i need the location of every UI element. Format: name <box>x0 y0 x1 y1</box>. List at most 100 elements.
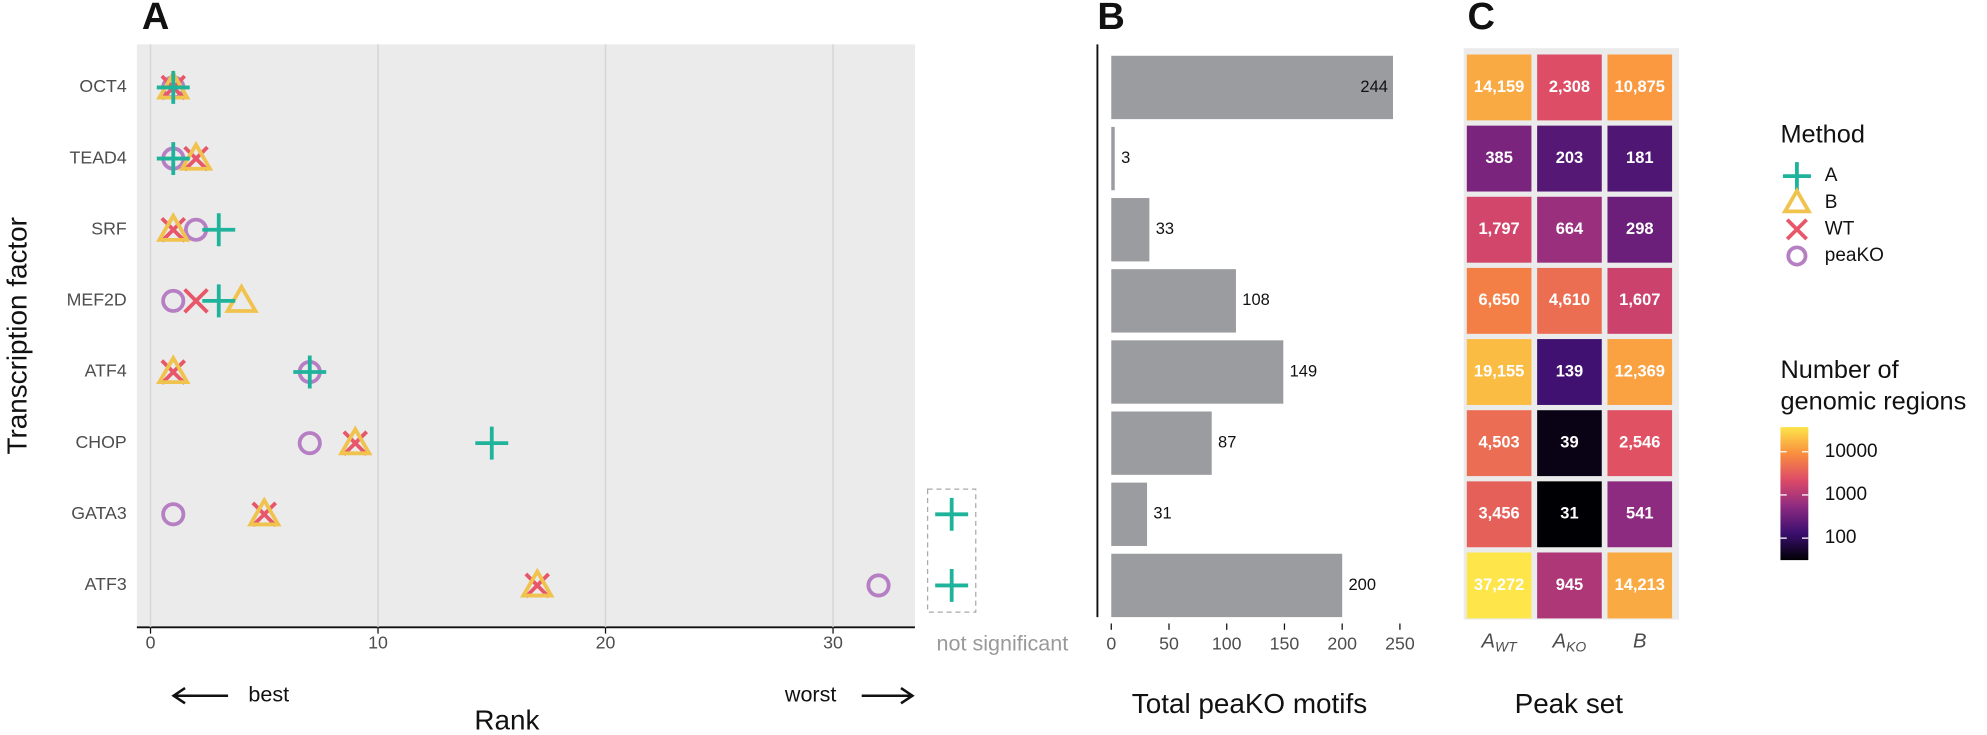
cell <box>1466 196 1532 263</box>
x-tick-label: 200 <box>1327 634 1357 654</box>
y-tick-label: ATF3 <box>85 574 127 594</box>
x-axis-title: Rank <box>474 705 539 735</box>
cell <box>1607 267 1673 334</box>
colorbar-tick-label: 10000 <box>1825 441 1878 462</box>
point <box>524 572 551 599</box>
value-label: 87 <box>1218 433 1236 451</box>
point <box>156 70 190 104</box>
value-label: 108 <box>1242 291 1269 309</box>
cell <box>1466 339 1532 405</box>
y-tick-label: OCT4 <box>79 76 126 96</box>
cell-label: 1,607 <box>1619 291 1660 309</box>
colorbar-tick-label: 1000 <box>1825 484 1867 505</box>
cell-label: 385 <box>1485 149 1512 167</box>
cell <box>1607 196 1673 263</box>
bar <box>1111 553 1343 618</box>
cell-label: 3,456 <box>1479 505 1520 523</box>
x-tick-label-sub: WT <box>1495 638 1518 654</box>
legend-label: B <box>1825 192 1838 213</box>
point <box>161 288 186 313</box>
point <box>342 430 369 456</box>
point <box>160 359 187 385</box>
cell-label: 39 <box>1560 433 1578 451</box>
cell-label: 6,650 <box>1479 291 1520 309</box>
cell <box>1537 410 1602 477</box>
colorbar-title: genomic regions <box>1780 388 1966 416</box>
cell-label: 12,369 <box>1615 362 1665 380</box>
y-tick-label: SRF <box>91 218 127 238</box>
cell <box>1607 410 1673 477</box>
value-label: 244 <box>1360 78 1387 96</box>
y-tick-label: MEF2D <box>67 290 127 310</box>
legend-symbol <box>1786 245 1808 267</box>
cell <box>1607 339 1673 405</box>
legend-symbol <box>1785 218 1808 241</box>
bar <box>1111 198 1150 262</box>
legend-label: A <box>1825 165 1838 186</box>
point <box>297 431 322 456</box>
best-label: best <box>248 682 289 706</box>
not-significant-label: not significant <box>937 632 1069 656</box>
value-label: 33 <box>1156 220 1174 238</box>
x-tick-label: 150 <box>1270 634 1300 654</box>
legend-title: Method <box>1780 120 1864 148</box>
cell <box>1607 552 1673 619</box>
cell-label: 203 <box>1556 149 1583 167</box>
bar <box>1111 411 1212 475</box>
cell-label: 2,308 <box>1549 78 1590 96</box>
colorbar <box>1780 427 1809 561</box>
cell <box>1466 54 1532 121</box>
not-significant-marker <box>935 568 969 602</box>
x-tick-label: AWT <box>1481 631 1519 654</box>
panel-label: B <box>1097 0 1124 38</box>
x-axis-title: Total peaKO motifs <box>1132 688 1367 719</box>
y-tick-label: GATA3 <box>71 503 127 523</box>
cell <box>1466 481 1532 548</box>
cell <box>1537 339 1602 405</box>
cell <box>1537 267 1602 334</box>
x-tick-label-main: A <box>1552 631 1567 653</box>
legend-label: WT <box>1825 218 1855 239</box>
cell-label: 19,155 <box>1474 362 1524 380</box>
cell-label: 14,159 <box>1474 78 1524 96</box>
x-tick-label: 100 <box>1212 634 1242 654</box>
x-tick-label: 50 <box>1159 634 1179 654</box>
cell <box>1537 125 1602 192</box>
cell-label: 298 <box>1626 220 1653 238</box>
y-tick-label: CHOP <box>75 432 126 452</box>
cell <box>1537 54 1602 121</box>
cell-label: 541 <box>1626 505 1653 523</box>
point <box>475 426 509 460</box>
point <box>156 211 191 242</box>
cell <box>1607 125 1673 192</box>
bar <box>1111 340 1284 404</box>
x-tick-label-main: B <box>1633 631 1647 653</box>
value-label: 31 <box>1153 505 1171 523</box>
worst-label: worst <box>784 682 836 706</box>
point <box>251 501 278 528</box>
point <box>866 573 891 598</box>
cell-label: 37,272 <box>1474 576 1524 594</box>
point <box>202 284 236 318</box>
cell-label: 2,546 <box>1619 433 1660 451</box>
colorbar-tick-label: 100 <box>1825 527 1857 548</box>
cell-label: 31 <box>1560 505 1578 523</box>
point <box>183 145 209 172</box>
cell <box>1466 410 1532 477</box>
not-significant-box <box>926 488 977 613</box>
point <box>183 288 209 314</box>
point <box>160 216 187 243</box>
bar <box>1111 269 1236 333</box>
point <box>520 567 555 598</box>
point <box>161 502 186 527</box>
x-tick-label: AKO <box>1552 631 1587 654</box>
best-arrow <box>171 687 229 705</box>
x-tick-label-main: A <box>1481 631 1496 653</box>
cell <box>1607 481 1673 548</box>
legend-label: peaKO <box>1825 245 1884 266</box>
colorbar-title: Number of <box>1780 356 1899 384</box>
value-label: 200 <box>1349 576 1376 594</box>
x-axis-title: Peak set <box>1515 688 1624 719</box>
not-significant-marker <box>935 497 969 531</box>
cell-label: 4,503 <box>1479 433 1520 451</box>
